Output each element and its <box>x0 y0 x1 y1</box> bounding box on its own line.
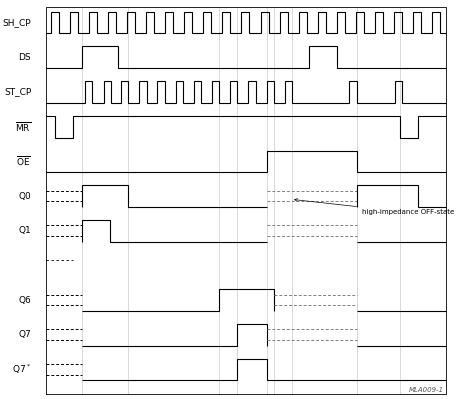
Text: Q7: Q7 <box>18 330 31 339</box>
Text: ST_CP: ST_CP <box>4 87 31 97</box>
Text: $\overline{\rm MR}$: $\overline{\rm MR}$ <box>15 120 31 134</box>
Text: Q0: Q0 <box>18 192 31 201</box>
Text: Q6: Q6 <box>18 296 31 304</box>
Text: $\overline{\rm OE}$: $\overline{\rm OE}$ <box>16 154 31 168</box>
Text: SH_CP: SH_CP <box>2 18 31 27</box>
Text: Q7$^*$: Q7$^*$ <box>12 363 31 376</box>
Text: MLA009-1: MLA009-1 <box>409 387 444 393</box>
Text: high-impedance OFF-state: high-impedance OFF-state <box>295 199 454 215</box>
Text: Q1: Q1 <box>18 226 31 235</box>
Text: DS: DS <box>18 53 31 62</box>
